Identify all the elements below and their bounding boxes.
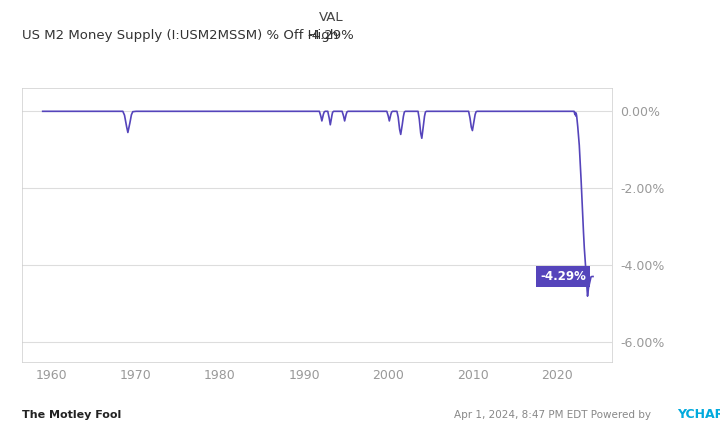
Text: -4.29%: -4.29% (540, 270, 586, 283)
Text: YCHARTS: YCHARTS (677, 408, 720, 421)
Text: US M2 Money Supply (I:USM2MSSM) % Off High: US M2 Money Supply (I:USM2MSSM) % Off Hi… (22, 29, 338, 41)
Text: Apr 1, 2024, 8:47 PM EDT Powered by: Apr 1, 2024, 8:47 PM EDT Powered by (454, 410, 654, 419)
Text: -4.29%: -4.29% (308, 29, 354, 41)
Text: The Motley Fool: The Motley Fool (22, 410, 121, 419)
Text: VAL: VAL (319, 11, 343, 24)
